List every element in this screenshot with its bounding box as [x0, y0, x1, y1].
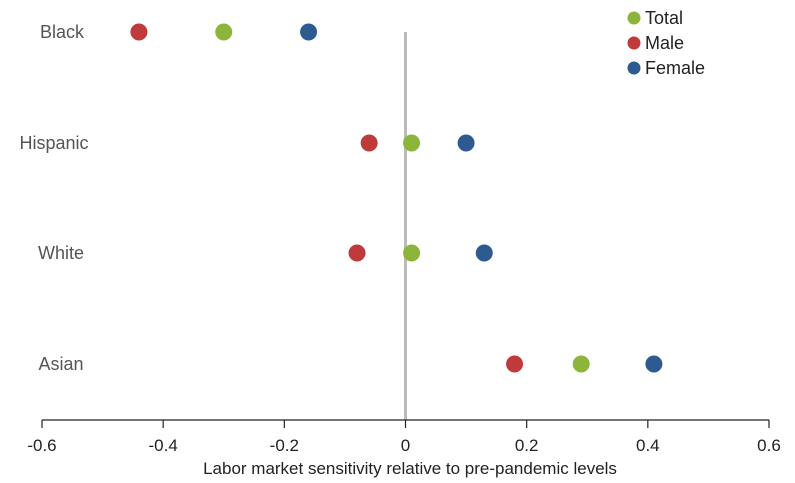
data-point-female [457, 134, 475, 152]
data-point-total [403, 134, 421, 152]
x-tick-label: 0 [401, 436, 410, 455]
legend: Total Male Female [627, 8, 705, 78]
category-label: Black [40, 22, 85, 42]
legend-marker-total [627, 11, 641, 25]
legend-label-female: Female [645, 58, 705, 78]
legend-label-total: Total [645, 8, 683, 28]
x-axis-title: Labor market sensitivity relative to pre… [203, 459, 617, 478]
category-label: White [38, 243, 84, 263]
data-point-male [506, 355, 524, 373]
legend-label-male: Male [645, 33, 684, 53]
data-point-total [572, 355, 590, 373]
category-labels: Black Hispanic White Asian [19, 22, 88, 374]
data-point-female [475, 244, 493, 262]
data-point-total [403, 244, 421, 262]
data-point-female [645, 355, 663, 373]
x-ticks: -0.6 -0.4 -0.2 0 0.2 0.4 0.6 [27, 420, 781, 455]
data-point-total [215, 23, 233, 41]
data-point-male [348, 244, 366, 262]
x-tick-label: 0.2 [515, 436, 539, 455]
data-point-male [130, 23, 148, 41]
x-tick-label: -0.4 [149, 436, 178, 455]
category-label: Asian [38, 354, 83, 374]
x-tick-label: -0.6 [27, 436, 56, 455]
data-point-male [360, 134, 378, 152]
legend-marker-female [627, 61, 641, 75]
category-label: Hispanic [19, 133, 88, 153]
data-point-female [300, 23, 318, 41]
legend-marker-male [627, 36, 641, 50]
x-tick-label: 0.6 [757, 436, 781, 455]
data-points [130, 23, 663, 373]
x-tick-label: -0.2 [270, 436, 299, 455]
x-tick-label: 0.4 [636, 436, 660, 455]
